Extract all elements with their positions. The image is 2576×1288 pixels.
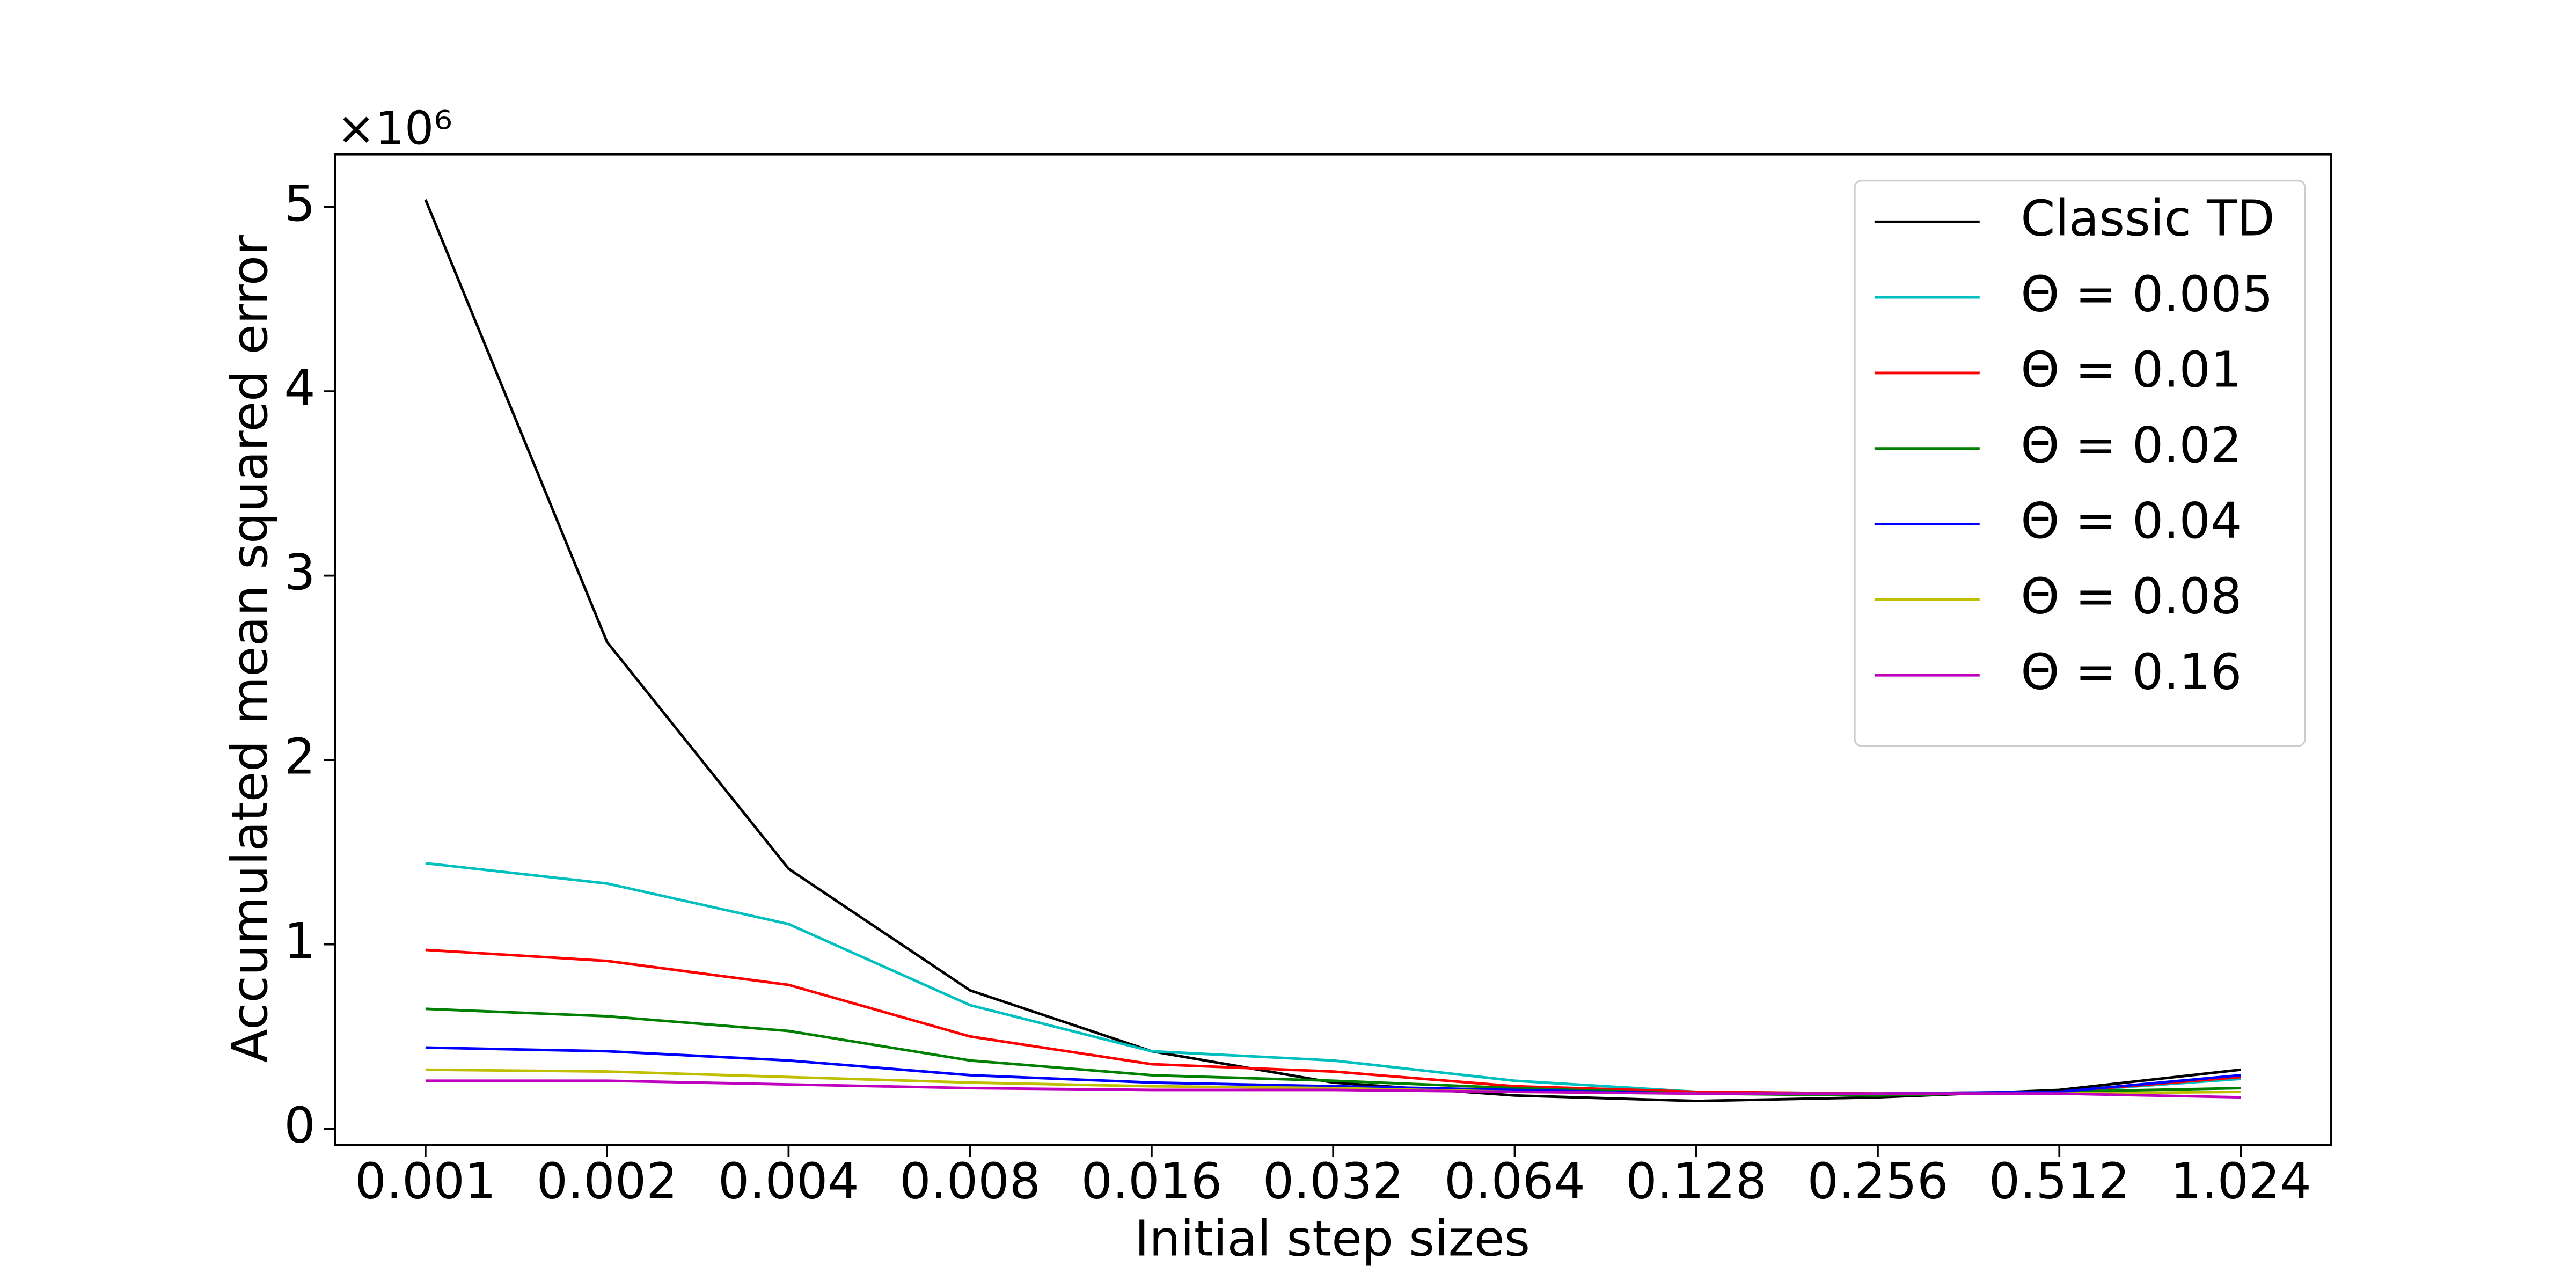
- x-tick-label: 0.256: [1807, 1153, 1949, 1210]
- x-tick-label: 0.001: [355, 1153, 496, 1210]
- x-tick-label: 1.024: [2170, 1153, 2311, 1210]
- legend-label: Classic TD: [2021, 190, 2275, 247]
- y-multiplier: ×10⁶: [337, 101, 452, 155]
- x-tick-label: 0.128: [1626, 1153, 1767, 1210]
- y-tick-label: 4: [284, 360, 315, 417]
- x-axis-label: Initial step sizes: [1135, 1210, 1530, 1268]
- legend-label: Θ = 0.005: [2021, 265, 2273, 323]
- y-tick-label: 5: [284, 175, 315, 232]
- legend-box: [1854, 180, 2306, 747]
- legend-label: Θ = 0.16: [2021, 643, 2242, 701]
- legend-label: Θ = 0.02: [2021, 416, 2242, 474]
- x-tick-label: 0.512: [1989, 1153, 2130, 1210]
- legend-label: Θ = 0.04: [2021, 492, 2242, 550]
- legend-label: Θ = 0.08: [2021, 568, 2242, 625]
- y-axis-label: Accumulated mean squared error: [221, 235, 279, 1063]
- series-line: [425, 948, 2241, 1095]
- y-tick-label: 3: [284, 544, 315, 601]
- x-tick-label: 0.004: [718, 1153, 859, 1210]
- x-tick-label: 0.008: [899, 1153, 1041, 1210]
- x-tick-label: 0.002: [537, 1153, 678, 1210]
- legend-label: Θ = 0.01: [2021, 341, 2242, 398]
- y-tick-label: 0: [284, 1096, 315, 1154]
- x-tick-label: 0.016: [1081, 1153, 1222, 1210]
- x-tick-label: 0.032: [1263, 1153, 1404, 1210]
- y-tick-label: 1: [284, 912, 315, 970]
- series-line: [425, 1079, 2241, 1099]
- series-line: [425, 862, 2241, 1095]
- y-tick-label: 2: [284, 728, 315, 786]
- x-tick-label: 0.064: [1444, 1153, 1585, 1210]
